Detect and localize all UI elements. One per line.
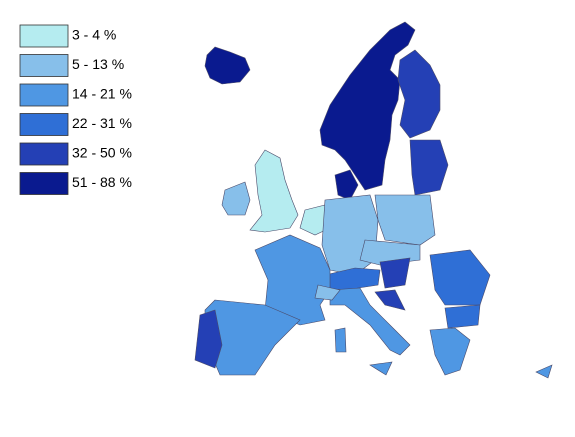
slovenia-croatia (374, 289, 406, 311)
legend: 3 - 4 % 5 - 13 % 14 - 21 % 22 - 31 % 32 - 50… (19, 24, 132, 195)
legend-swatch (19, 24, 69, 48)
italy (329, 287, 411, 356)
finland (397, 49, 441, 139)
iceland (204, 46, 251, 85)
legend-swatch (19, 54, 69, 77)
germany (321, 194, 379, 276)
bulgaria (444, 304, 481, 329)
hungary (379, 257, 411, 289)
countries (194, 21, 553, 379)
benelux (299, 204, 331, 236)
legend-label: 5 - 13 % (72, 56, 124, 72)
cyprus (535, 364, 553, 379)
romania (429, 249, 491, 306)
legend-label: 32 - 50 % (72, 145, 132, 161)
ireland (221, 181, 251, 216)
switzerland (314, 284, 341, 301)
legend-label: 22 - 31 % (72, 115, 132, 131)
austria (324, 267, 381, 291)
denmark (334, 169, 359, 201)
legend-swatch (19, 113, 69, 136)
portugal (194, 309, 223, 369)
sardinia (334, 327, 347, 353)
united-kingdom (249, 149, 299, 233)
legend-swatch (19, 172, 69, 195)
legend-label: 14 - 21 % (72, 86, 132, 102)
legend-label: 3 - 4 % (72, 27, 116, 43)
legend-swatch (19, 142, 69, 166)
legend-label: 51 - 88 % (72, 174, 132, 190)
france (254, 234, 331, 326)
legend-swatch (19, 83, 69, 107)
scandinavia (319, 21, 416, 191)
poland (374, 194, 436, 246)
sicily (369, 361, 393, 376)
greece (429, 327, 471, 376)
baltics (409, 139, 449, 196)
